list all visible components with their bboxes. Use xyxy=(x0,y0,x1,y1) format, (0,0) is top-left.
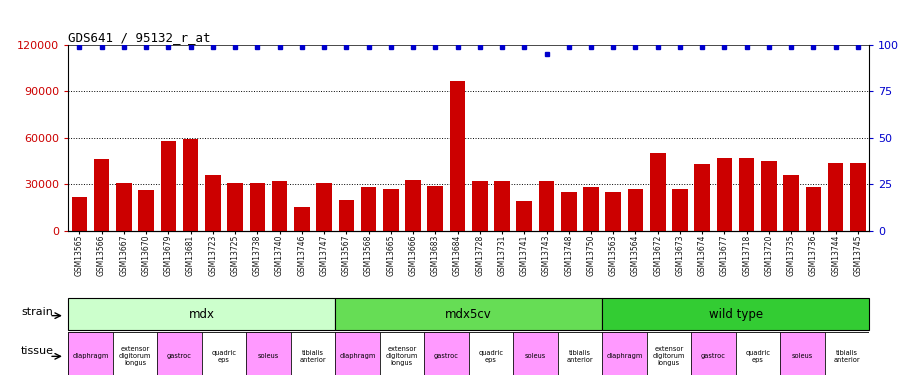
Bar xyxy=(138,190,154,231)
Bar xyxy=(428,186,443,231)
Bar xyxy=(717,158,733,231)
Bar xyxy=(72,196,87,231)
Bar xyxy=(561,192,577,231)
Bar xyxy=(405,180,420,231)
Text: mdx5cv: mdx5cv xyxy=(445,308,492,321)
Bar xyxy=(68,332,113,375)
Text: mdx: mdx xyxy=(188,308,215,321)
Bar xyxy=(539,181,554,231)
Bar xyxy=(828,163,844,231)
Text: diaphragm: diaphragm xyxy=(72,353,108,359)
Text: gastroc: gastroc xyxy=(701,353,726,359)
Bar xyxy=(228,183,243,231)
Bar xyxy=(450,81,465,231)
Bar xyxy=(558,332,602,375)
Bar xyxy=(739,158,754,231)
Bar xyxy=(116,183,132,231)
Bar xyxy=(339,200,354,231)
Bar xyxy=(513,332,558,375)
Bar xyxy=(379,332,424,375)
Bar xyxy=(650,153,665,231)
Bar xyxy=(183,140,198,231)
Bar xyxy=(494,181,510,231)
Bar xyxy=(691,332,735,375)
Text: soleus: soleus xyxy=(525,353,546,359)
Bar xyxy=(317,183,332,231)
Bar xyxy=(694,164,710,231)
Bar xyxy=(602,298,869,330)
Bar xyxy=(290,332,335,375)
Bar xyxy=(383,189,399,231)
Bar xyxy=(360,188,377,231)
Bar xyxy=(68,298,335,330)
Bar xyxy=(247,332,290,375)
Text: gastroc: gastroc xyxy=(167,353,192,359)
Bar xyxy=(160,141,177,231)
Bar xyxy=(672,189,688,231)
Text: wild type: wild type xyxy=(709,308,763,321)
Text: strain: strain xyxy=(22,308,54,318)
Bar xyxy=(805,188,821,231)
Bar xyxy=(272,181,288,231)
Text: extensor
digitorum
longus: extensor digitorum longus xyxy=(119,346,151,366)
Bar xyxy=(472,181,488,231)
Bar xyxy=(113,332,157,375)
Text: diaphragm: diaphragm xyxy=(339,353,376,359)
Text: soleus: soleus xyxy=(792,353,813,359)
Text: gastroc: gastroc xyxy=(434,353,459,359)
Bar xyxy=(780,332,824,375)
Text: quadric
eps: quadric eps xyxy=(211,350,237,363)
Text: soleus: soleus xyxy=(258,353,279,359)
Text: tibialis
anterior: tibialis anterior xyxy=(834,350,860,363)
Bar xyxy=(761,161,777,231)
Bar xyxy=(469,332,513,375)
Text: tibialis
anterior: tibialis anterior xyxy=(567,350,593,363)
Text: quadric
eps: quadric eps xyxy=(745,350,771,363)
Bar xyxy=(249,183,265,231)
Bar xyxy=(424,332,469,375)
Bar xyxy=(647,332,691,375)
Bar xyxy=(205,175,220,231)
Bar xyxy=(335,298,602,330)
Bar xyxy=(94,159,109,231)
Text: extensor
digitorum
longus: extensor digitorum longus xyxy=(386,346,418,366)
Bar xyxy=(583,188,599,231)
Text: GDS641 / 95132_r_at: GDS641 / 95132_r_at xyxy=(68,31,211,44)
Bar xyxy=(735,332,780,375)
Text: tissue: tissue xyxy=(21,346,54,356)
Bar xyxy=(784,175,799,231)
Bar xyxy=(202,332,247,375)
Text: quadric
eps: quadric eps xyxy=(479,350,503,363)
Bar xyxy=(602,332,647,375)
Bar xyxy=(335,332,379,375)
Bar xyxy=(294,207,309,231)
Bar xyxy=(824,332,869,375)
Bar xyxy=(157,332,202,375)
Bar xyxy=(628,189,643,231)
Text: diaphragm: diaphragm xyxy=(606,353,642,359)
Text: extensor
digitorum
longus: extensor digitorum longus xyxy=(652,346,685,366)
Bar xyxy=(850,163,865,231)
Bar xyxy=(605,192,621,231)
Text: tibialis
anterior: tibialis anterior xyxy=(299,350,327,363)
Bar xyxy=(517,201,532,231)
